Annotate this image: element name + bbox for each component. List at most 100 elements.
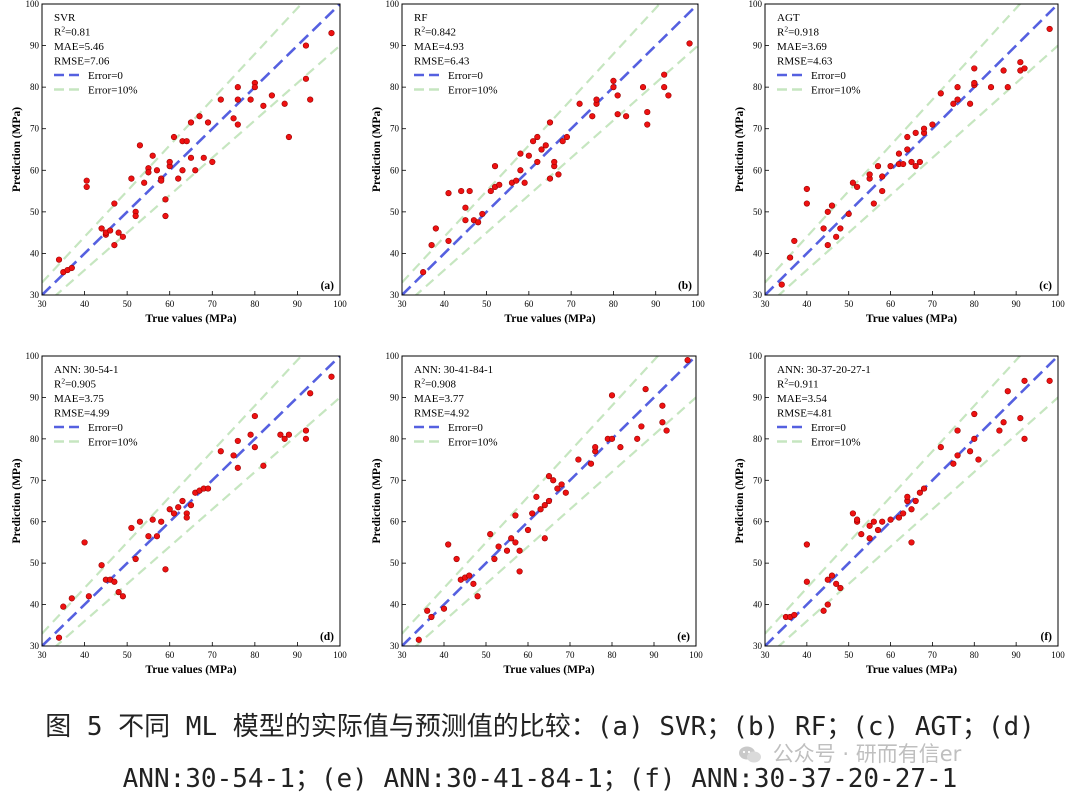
data-point (623, 113, 630, 120)
data-point (541, 502, 548, 509)
data-point (196, 113, 203, 120)
x-tick-label: 70 (567, 299, 577, 309)
data-point (638, 423, 645, 430)
error-0-line (42, 356, 340, 646)
x-tick-label: 80 (970, 299, 980, 309)
legend-error0-label: Error=0 (448, 422, 483, 434)
error-10-upper-line (42, 356, 303, 635)
data-point (558, 481, 565, 488)
data-point (98, 562, 105, 569)
data-point (285, 431, 293, 438)
data-point (563, 133, 571, 141)
x-tick-label: 70 (566, 650, 576, 660)
panel-label: (e) (677, 631, 690, 643)
x-tick-label: 90 (1012, 299, 1022, 309)
data-point (837, 584, 844, 592)
data-point (971, 79, 978, 87)
data-point (866, 171, 873, 178)
data-point (954, 96, 961, 103)
x-tick-label: 60 (886, 299, 896, 309)
data-point (440, 605, 448, 612)
data-point (610, 84, 617, 91)
data-point (900, 160, 907, 168)
data-point (132, 212, 139, 220)
data-point (128, 175, 135, 182)
data-point (55, 634, 63, 641)
data-point (516, 568, 523, 575)
data-point (68, 595, 75, 602)
data-point (908, 158, 915, 166)
y-tick-label: 70 (753, 475, 763, 485)
data-point (234, 464, 241, 471)
data-point (192, 167, 199, 174)
data-point (187, 119, 195, 126)
model-name: ANN: 30-54-1 (54, 364, 118, 376)
y-tick-label: 70 (753, 124, 763, 134)
error-band-group (42, 4, 340, 295)
data-point (251, 84, 258, 91)
data-point (592, 444, 599, 451)
data-point (1000, 419, 1007, 426)
model-name: RF (414, 12, 427, 24)
error-10-upper-line (42, 4, 303, 284)
data-point (111, 578, 118, 585)
data-point (576, 100, 583, 107)
x-tick-label: 70 (208, 650, 218, 660)
x-tick-label: 90 (1012, 650, 1022, 660)
x-tick-label: 30 (38, 299, 48, 309)
data-point (474, 593, 481, 600)
data-point (904, 146, 911, 153)
error-0-line (42, 4, 340, 295)
data-point (428, 242, 435, 249)
x-tick-label: 90 (293, 650, 303, 660)
legend-error10-label: Error=10% (811, 437, 861, 449)
data-point (542, 142, 549, 149)
data-point (1017, 415, 1024, 422)
plot-frame (401, 355, 697, 647)
data-point (642, 386, 649, 393)
r2-value: R2=0.911 (777, 377, 819, 391)
x-tick-label: 60 (165, 299, 175, 309)
data-point (1046, 377, 1053, 384)
y-tick-label: 60 (30, 165, 40, 175)
data-point (217, 448, 224, 455)
data-point (170, 510, 178, 517)
y-tick-label: 80 (30, 434, 40, 444)
data-point (879, 173, 886, 180)
y-tick-label: 100 (26, 0, 40, 9)
data-point (575, 456, 582, 463)
data-point (234, 121, 241, 128)
rmse-value: RMSE=4.63 (777, 56, 833, 68)
figure-caption-line-2: ANN:30-54-1；(e) ANN:30-41-84-1；(f) ANN:3… (122, 764, 958, 794)
data-point (937, 90, 944, 97)
data-point (833, 233, 840, 240)
mae-value: MAE=3.69 (777, 41, 827, 53)
data-point (145, 169, 152, 176)
data-point (302, 42, 310, 49)
data-point (166, 506, 173, 513)
x-tick-label: 80 (250, 299, 260, 309)
y-tick-label: 100 (386, 351, 400, 361)
data-point (845, 210, 852, 218)
x-tick-label: 40 (80, 650, 90, 660)
data-point (136, 518, 144, 525)
data-point (920, 125, 928, 132)
watermark-text: 公众号 · 研而有信er (772, 742, 962, 766)
x-axis-label: True values (MPa) (503, 664, 594, 676)
data-point (866, 535, 873, 542)
data-point (153, 533, 161, 540)
data-point (162, 566, 169, 573)
data-point (534, 133, 541, 141)
data-point (111, 242, 118, 249)
y-tick-label: 50 (753, 558, 763, 568)
data-point (1000, 67, 1007, 74)
data-point (554, 485, 561, 492)
data-point (879, 518, 886, 525)
data-point (559, 138, 566, 145)
data-point (115, 229, 122, 236)
y-tick-label: 40 (753, 600, 763, 610)
data-point (302, 435, 310, 442)
data-point (428, 613, 435, 621)
x-tick-label: 100 (1051, 299, 1065, 309)
